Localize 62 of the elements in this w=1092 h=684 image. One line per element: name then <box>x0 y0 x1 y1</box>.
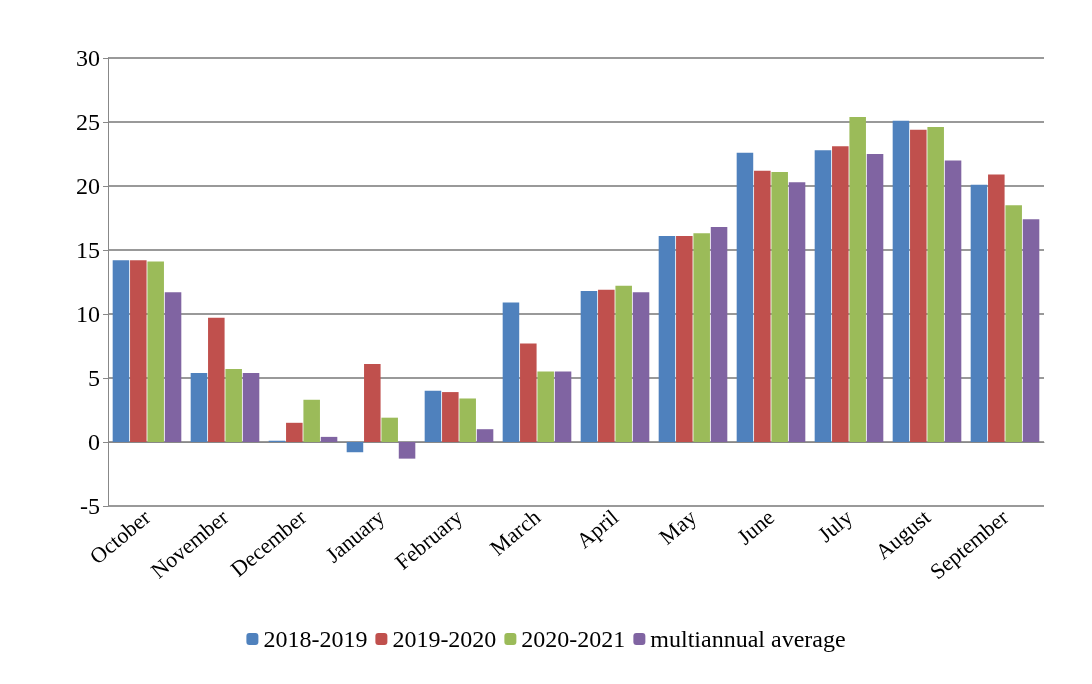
bar <box>164 292 182 442</box>
bar <box>710 226 728 442</box>
bar <box>242 372 260 442</box>
bar <box>476 429 494 442</box>
bar <box>364 363 381 442</box>
bar <box>598 289 615 442</box>
bar <box>970 184 988 442</box>
bar <box>814 150 832 442</box>
bar <box>736 152 754 442</box>
bar <box>771 171 788 442</box>
bar <box>424 390 442 442</box>
bar <box>693 233 710 442</box>
bar <box>554 371 572 442</box>
bar <box>502 302 520 442</box>
legend-label: 2019-2020 <box>392 626 497 652</box>
x-tick-label: July <box>812 504 858 548</box>
y-tick-label: 20 <box>76 173 100 199</box>
bar <box>147 261 164 442</box>
bar <box>892 120 910 442</box>
y-tick-label: 25 <box>76 109 100 135</box>
legend-label: 2020-2021 <box>521 626 626 652</box>
bar <box>910 129 927 442</box>
bar <box>398 442 416 459</box>
bar <box>1005 205 1022 442</box>
y-tick-label: 10 <box>76 301 100 327</box>
bar <box>208 317 225 442</box>
bar <box>286 422 303 442</box>
bar <box>580 290 598 442</box>
legend-label: 2018-2019 <box>263 626 368 652</box>
bar <box>225 369 242 442</box>
bar <box>632 292 650 442</box>
y-tick-label: -5 <box>80 493 100 519</box>
y-tick-label: 15 <box>76 237 100 263</box>
y-tick-label: 5 <box>88 365 100 391</box>
bar <box>615 285 632 442</box>
bar <box>658 235 676 442</box>
bar <box>320 436 338 442</box>
bar <box>537 371 554 442</box>
x-tick-label: May <box>654 504 702 550</box>
x-tick-label: June <box>732 504 780 550</box>
bar <box>927 127 944 442</box>
bar <box>442 392 459 442</box>
bar <box>676 235 693 442</box>
y-tick-label: 0 <box>88 429 100 455</box>
bar <box>190 372 208 442</box>
bar <box>130 260 147 442</box>
bar <box>788 182 806 442</box>
bar <box>381 417 398 442</box>
bar <box>303 399 320 442</box>
bar <box>112 260 130 442</box>
bar <box>849 116 866 442</box>
bar <box>520 343 537 442</box>
bar <box>346 442 364 453</box>
y-tick-label: 30 <box>76 45 100 71</box>
bar <box>944 160 962 442</box>
legend-label: multiannual average <box>650 626 846 652</box>
bar <box>1022 219 1040 442</box>
bar <box>459 398 476 442</box>
bar <box>988 174 1005 442</box>
bar <box>832 146 849 442</box>
bar <box>866 154 884 442</box>
bar <box>754 170 771 442</box>
